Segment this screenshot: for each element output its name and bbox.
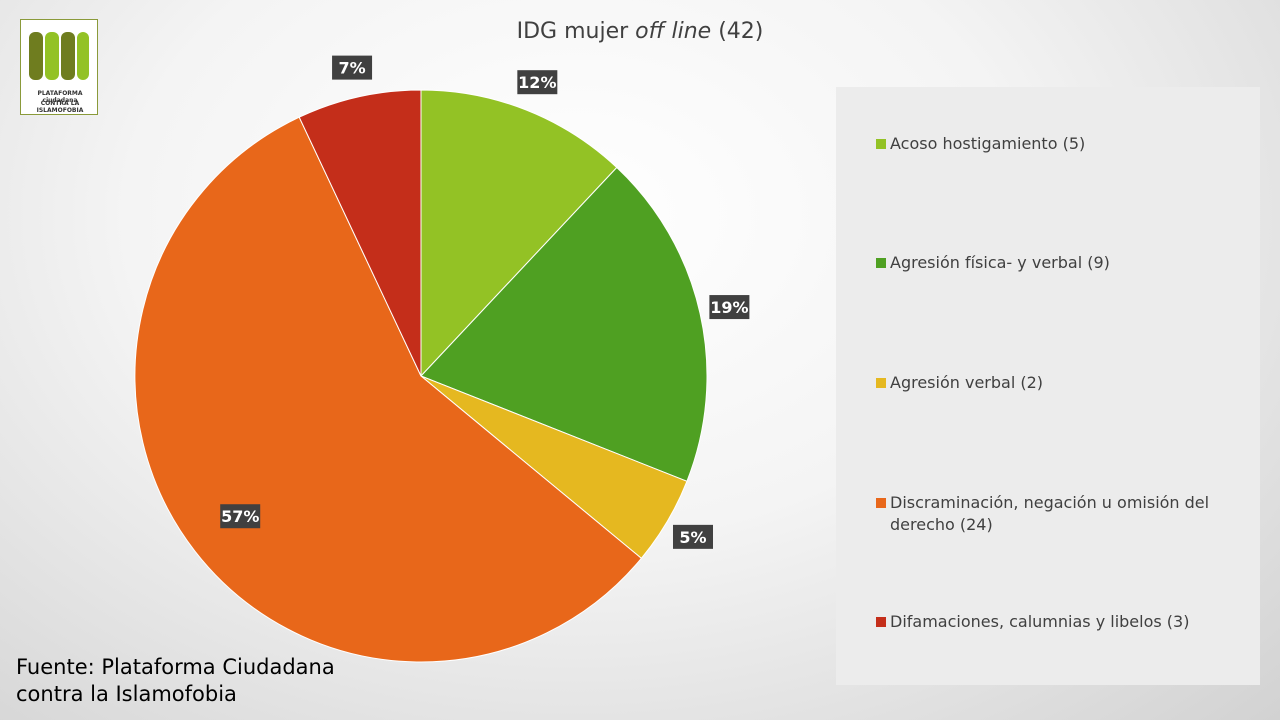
legend-swatch: [876, 497, 886, 508]
legend-label: Difamaciones, calumnias y libelos (3): [890, 612, 1190, 632]
label-box: [709, 295, 750, 320]
pie-slice: [134, 116, 643, 663]
legend-label: Discraminación, negación u omisión del d…: [890, 492, 1210, 534]
title-part: off line: [635, 19, 711, 44]
legend-item: Discraminación, negación u omisión del d…: [876, 492, 1240, 536]
legend-item: Agresión verbal (2): [876, 372, 1240, 394]
label-box: [672, 524, 713, 549]
data-label: 19%: [710, 298, 748, 317]
logo-figures: [29, 32, 89, 80]
data-label: 57%: [221, 507, 259, 526]
title-part: (42): [718, 19, 763, 44]
legend-item: Difamaciones, calumnias y libelos (3): [876, 611, 1240, 633]
legend-swatch: [876, 617, 886, 628]
pie-slice: [420, 166, 708, 482]
label-box: [517, 70, 558, 95]
legend-label: Agresión verbal (2): [890, 373, 1044, 392]
data-label: 12%: [518, 73, 556, 92]
logo-text: PLATAFORMA ciudadana: [37, 90, 83, 104]
legend-swatch: [876, 138, 886, 149]
title-part: IDG mujer: [517, 19, 629, 44]
label-box: [220, 504, 261, 529]
logo-text: CONTRA LA ISLAMOFOBIA: [36, 100, 84, 114]
legend-item: Agresión física- y verbal (9): [876, 252, 1240, 274]
pie-slice: [420, 89, 618, 378]
label-box: [332, 55, 373, 80]
logo: PLATAFORMA ciudadana CONTRA LA ISLAMOFOB…: [20, 19, 98, 115]
legend-label: Acoso hostigamiento (5): [890, 133, 1086, 153]
data-label: 7%: [338, 59, 365, 78]
legend-swatch: [876, 258, 886, 269]
legend: Acoso hostigamiento (5) Agresión física- …: [836, 87, 1260, 685]
legend-swatch: [876, 378, 886, 388]
legend-label: Agresión física- y verbal (9): [890, 253, 1110, 273]
source-line: contra la Islamofobia: [16, 682, 237, 706]
data-label: 5%: [679, 528, 706, 547]
pie-slice: [298, 89, 422, 377]
chart-title: IDG mujer off line (42): [517, 19, 764, 44]
source-note: Fuente: Plataforma Ciudadana contra la Is…: [16, 654, 335, 708]
source-line: Fuente: Plataforma Ciudadana: [16, 655, 335, 679]
legend-item: Acoso hostigamiento (5): [876, 133, 1240, 155]
